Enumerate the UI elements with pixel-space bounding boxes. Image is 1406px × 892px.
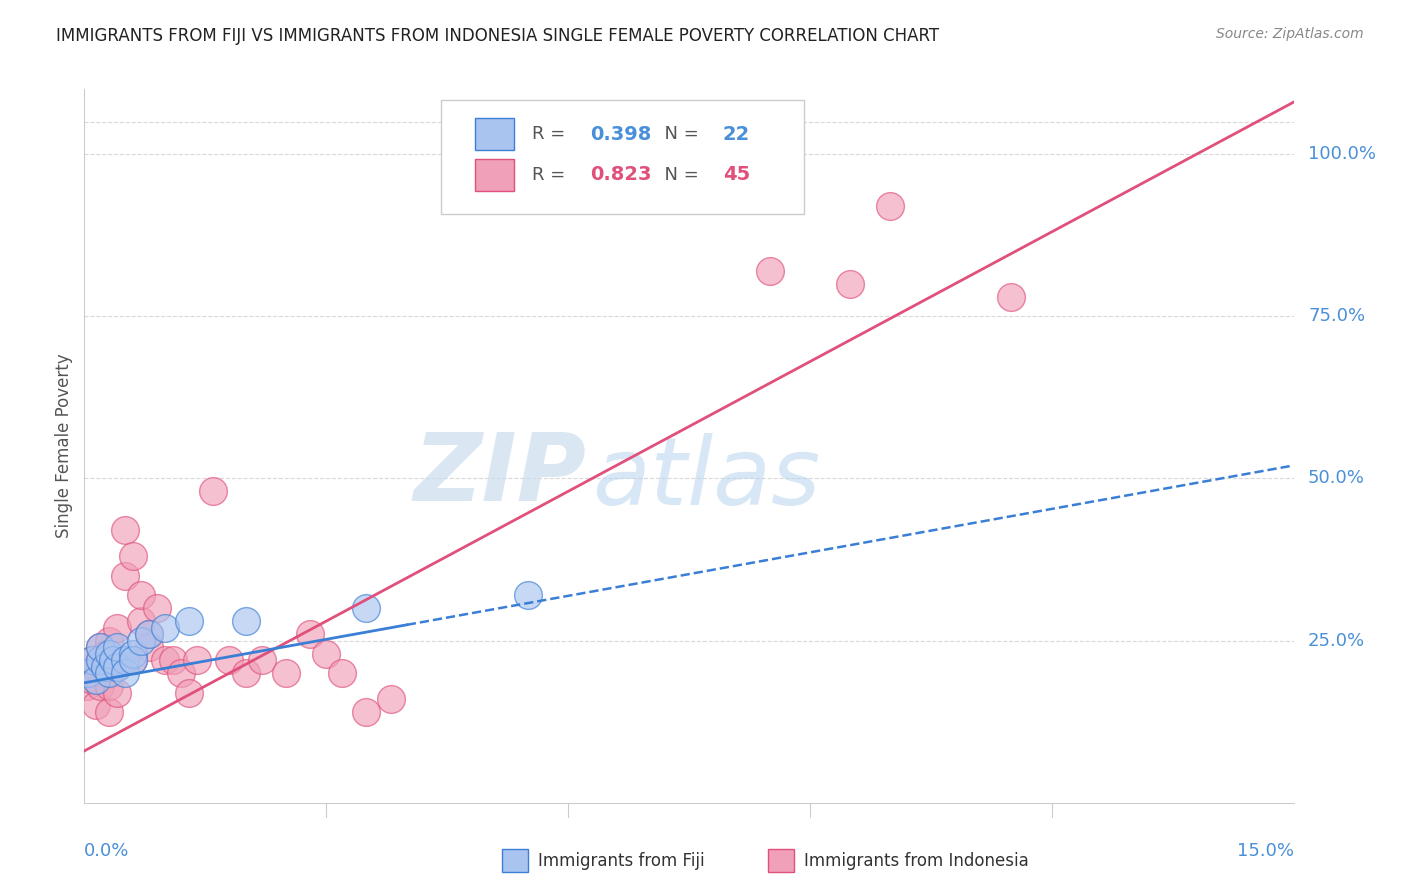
Point xyxy=(170,666,193,681)
Point xyxy=(758,264,780,278)
Point xyxy=(89,679,111,693)
Text: 0.0%: 0.0% xyxy=(84,842,129,860)
Point xyxy=(186,653,208,667)
Text: 15.0%: 15.0% xyxy=(1236,842,1294,860)
Point xyxy=(89,640,111,654)
Point xyxy=(82,653,104,667)
Point xyxy=(153,621,176,635)
Text: R =: R = xyxy=(531,125,571,143)
Point xyxy=(89,640,111,654)
Point xyxy=(121,549,143,564)
Text: Immigrants from Indonesia: Immigrants from Indonesia xyxy=(804,852,1029,870)
Text: 75.0%: 75.0% xyxy=(1308,307,1365,326)
Point xyxy=(114,568,136,582)
Point xyxy=(839,277,862,291)
Point xyxy=(82,653,104,667)
Point xyxy=(82,673,104,687)
Point xyxy=(356,601,378,615)
Point xyxy=(89,653,111,667)
Text: R =: R = xyxy=(531,166,571,184)
Point xyxy=(121,653,143,667)
FancyBboxPatch shape xyxy=(502,849,529,872)
Text: 0.823: 0.823 xyxy=(589,165,651,185)
FancyBboxPatch shape xyxy=(441,100,804,214)
FancyBboxPatch shape xyxy=(475,118,513,150)
Point xyxy=(138,627,160,641)
Point xyxy=(879,199,901,213)
Point xyxy=(105,659,128,673)
Point xyxy=(89,653,111,667)
Point xyxy=(114,666,136,681)
Y-axis label: Single Female Poverty: Single Female Poverty xyxy=(55,354,73,538)
Point xyxy=(105,621,128,635)
Point xyxy=(105,659,128,673)
Point xyxy=(129,588,152,602)
Text: ZIP: ZIP xyxy=(413,428,586,521)
Point xyxy=(77,666,100,681)
Point xyxy=(86,698,108,713)
Point xyxy=(356,705,378,719)
Point xyxy=(114,653,136,667)
Point xyxy=(315,647,337,661)
Point xyxy=(179,614,201,628)
Point xyxy=(274,666,297,681)
Point xyxy=(86,659,108,673)
Text: IMMIGRANTS FROM FIJI VS IMMIGRANTS FROM INDONESIA SINGLE FEMALE POVERTY CORRELAT: IMMIGRANTS FROM FIJI VS IMMIGRANTS FROM … xyxy=(56,27,939,45)
Point xyxy=(93,666,115,681)
Text: 50.0%: 50.0% xyxy=(1308,469,1365,487)
Point xyxy=(97,633,120,648)
Text: 100.0%: 100.0% xyxy=(1308,145,1376,163)
Point xyxy=(250,653,273,667)
FancyBboxPatch shape xyxy=(768,849,794,872)
Point xyxy=(235,666,257,681)
Point xyxy=(121,653,143,667)
Point xyxy=(153,653,176,667)
Point xyxy=(93,647,115,661)
Point xyxy=(179,685,201,699)
Point xyxy=(380,692,402,706)
Point xyxy=(202,484,225,499)
Text: N =: N = xyxy=(652,125,704,143)
Point xyxy=(114,524,136,538)
Point xyxy=(121,647,143,661)
Text: 45: 45 xyxy=(723,165,749,185)
Point xyxy=(235,614,257,628)
Point xyxy=(105,685,128,699)
Point xyxy=(138,627,160,641)
Point xyxy=(162,653,184,667)
Text: 22: 22 xyxy=(723,125,749,144)
Point xyxy=(129,633,152,648)
Point xyxy=(77,666,100,681)
Text: 25.0%: 25.0% xyxy=(1308,632,1365,649)
Point xyxy=(105,640,128,654)
Text: 0.398: 0.398 xyxy=(589,125,651,144)
Point xyxy=(330,666,353,681)
Point xyxy=(97,679,120,693)
Point xyxy=(129,614,152,628)
Point xyxy=(218,653,240,667)
Text: atlas: atlas xyxy=(592,433,821,524)
Point xyxy=(101,653,124,667)
Point xyxy=(76,679,98,693)
Text: Source: ZipAtlas.com: Source: ZipAtlas.com xyxy=(1216,27,1364,41)
Text: Immigrants from Fiji: Immigrants from Fiji xyxy=(538,852,704,870)
Point xyxy=(516,588,538,602)
Point xyxy=(97,666,120,681)
Point xyxy=(299,627,322,641)
Point xyxy=(86,673,108,687)
Text: N =: N = xyxy=(652,166,704,184)
Point xyxy=(97,647,120,661)
Point xyxy=(1000,290,1022,304)
Point xyxy=(138,640,160,654)
FancyBboxPatch shape xyxy=(475,159,513,191)
Point xyxy=(97,705,120,719)
Point xyxy=(93,659,115,673)
Point xyxy=(146,601,169,615)
